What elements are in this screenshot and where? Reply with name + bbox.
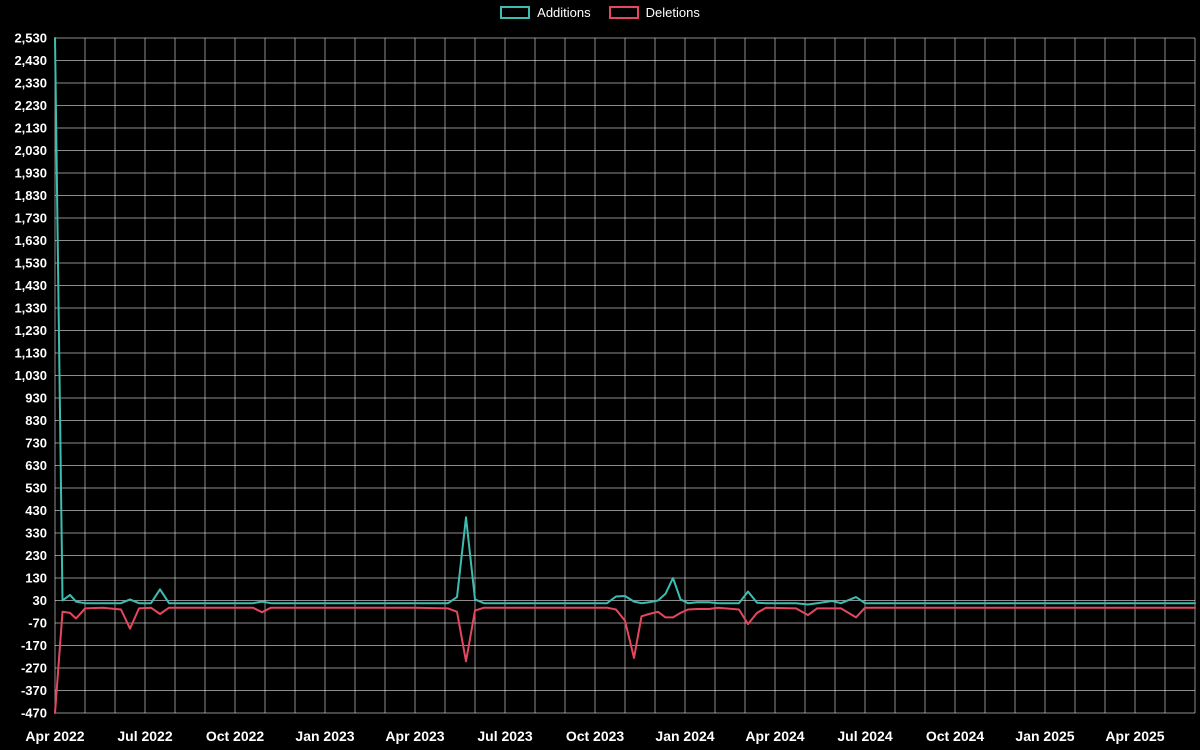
x-axis-tick-label: Jan 2025 (1015, 728, 1074, 744)
y-axis-tick-label: 630 (25, 458, 47, 473)
deletions-series-line (54, 606, 1196, 714)
y-axis-tick-label: 1,830 (14, 188, 47, 203)
y-axis-tick-label: 2,530 (14, 31, 47, 46)
y-axis-tick-label: 1,030 (14, 368, 47, 383)
additions-series-line (54, 37, 1196, 606)
y-axis-tick-label: 230 (25, 548, 47, 563)
y-axis-tick-label: 430 (25, 503, 47, 518)
y-axis-tick-label: 1,930 (14, 166, 47, 181)
x-axis-tick-label: Apr 2024 (745, 728, 804, 744)
x-axis-tick-label: Jan 2024 (655, 728, 714, 744)
y-axis-tick-label: 30 (33, 593, 47, 608)
x-axis-tick-label: Jul 2024 (837, 728, 892, 744)
additions-swatch-icon (500, 6, 531, 19)
x-axis-tick-label: Jan 2023 (295, 728, 354, 744)
x-axis-tick-label: Oct 2022 (206, 728, 265, 744)
y-axis-tick-label: 2,130 (14, 121, 47, 136)
x-axis-tick-label: Oct 2024 (926, 728, 985, 744)
y-axis-tick-label: -470 (21, 706, 47, 721)
y-axis-tick-label: 730 (25, 436, 47, 451)
y-axis-tick-label: 530 (25, 481, 47, 496)
legend-label-deletions: Deletions (645, 5, 700, 20)
legend-item-deletions[interactable]: Deletions (608, 5, 700, 20)
y-axis-tick-label: -270 (21, 661, 47, 676)
y-axis-tick-label: 1,630 (14, 233, 47, 248)
y-axis-tick-label: 130 (25, 571, 47, 586)
y-axis-tick-label: -70 (28, 616, 47, 631)
y-axis-tick-label: 830 (25, 413, 47, 428)
chart-legend: Additions Deletions (0, 6, 1200, 19)
x-axis-tick-label: Apr 2022 (25, 728, 84, 744)
x-axis-tick-label: Jul 2023 (477, 728, 532, 744)
y-axis-tick-label: 1,430 (14, 278, 47, 293)
y-axis-tick-label: 1,130 (14, 346, 47, 361)
y-axis-tick-label: 2,230 (14, 98, 47, 113)
x-axis-tick-label: Oct 2023 (566, 728, 625, 744)
y-axis-tick-label: 2,430 (14, 53, 47, 68)
x-axis-tick-label: Apr 2025 (1105, 728, 1164, 744)
y-axis-tick-label: 2,030 (14, 143, 47, 158)
y-axis-tick-label: -370 (21, 683, 47, 698)
y-axis-tick-label: 1,730 (14, 211, 47, 226)
y-axis-tick-label: 1,530 (14, 256, 47, 271)
legend-item-additions[interactable]: Additions (500, 5, 591, 20)
x-axis-tick-label: Jul 2022 (117, 728, 172, 744)
deletions-swatch-icon (608, 6, 639, 19)
y-axis-tick-label: 930 (25, 391, 47, 406)
legend-label-additions: Additions (537, 5, 591, 20)
y-axis-tick-label: 2,330 (14, 76, 47, 91)
y-axis-tick-label: 330 (25, 526, 47, 541)
y-axis-tick-label: 1,330 (14, 301, 47, 316)
x-axis-tick-label: Apr 2023 (385, 728, 444, 744)
y-axis-tick-label: -170 (21, 638, 47, 653)
y-axis-tick-label: 1,230 (14, 323, 47, 338)
